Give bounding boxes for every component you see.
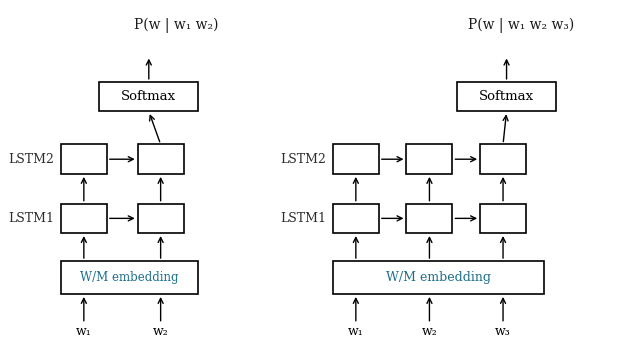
Text: LSTM2: LSTM2 — [280, 153, 326, 166]
Bar — [138, 144, 184, 174]
Text: LSTM1: LSTM1 — [280, 212, 326, 225]
Bar — [333, 144, 379, 174]
Text: W/M embedding: W/M embedding — [386, 271, 491, 284]
Bar — [61, 144, 107, 174]
Bar — [480, 144, 526, 174]
Text: LSTM2: LSTM2 — [8, 153, 54, 166]
Text: P(w | w₁ w₂ w₃): P(w | w₁ w₂ w₃) — [468, 17, 575, 33]
Bar — [480, 204, 526, 233]
Text: w₃: w₃ — [495, 325, 511, 338]
Bar — [333, 261, 544, 294]
Text: w₂: w₂ — [422, 325, 437, 338]
Bar — [333, 204, 379, 233]
Bar — [138, 204, 184, 233]
Text: w₁: w₁ — [76, 325, 92, 338]
Bar — [406, 204, 452, 233]
Bar — [61, 261, 198, 294]
Bar — [457, 82, 556, 111]
Bar — [99, 82, 198, 111]
Bar — [61, 204, 107, 233]
Text: P(w | w₁ w₂): P(w | w₁ w₂) — [134, 17, 218, 33]
Text: w₁: w₁ — [348, 325, 364, 338]
Text: Softmax: Softmax — [121, 90, 177, 103]
Bar — [406, 144, 452, 174]
Text: Softmax: Softmax — [479, 90, 534, 103]
Text: LSTM1: LSTM1 — [8, 212, 54, 225]
Text: w₂: w₂ — [153, 325, 168, 338]
Text: W/M embedding: W/M embedding — [81, 271, 179, 284]
